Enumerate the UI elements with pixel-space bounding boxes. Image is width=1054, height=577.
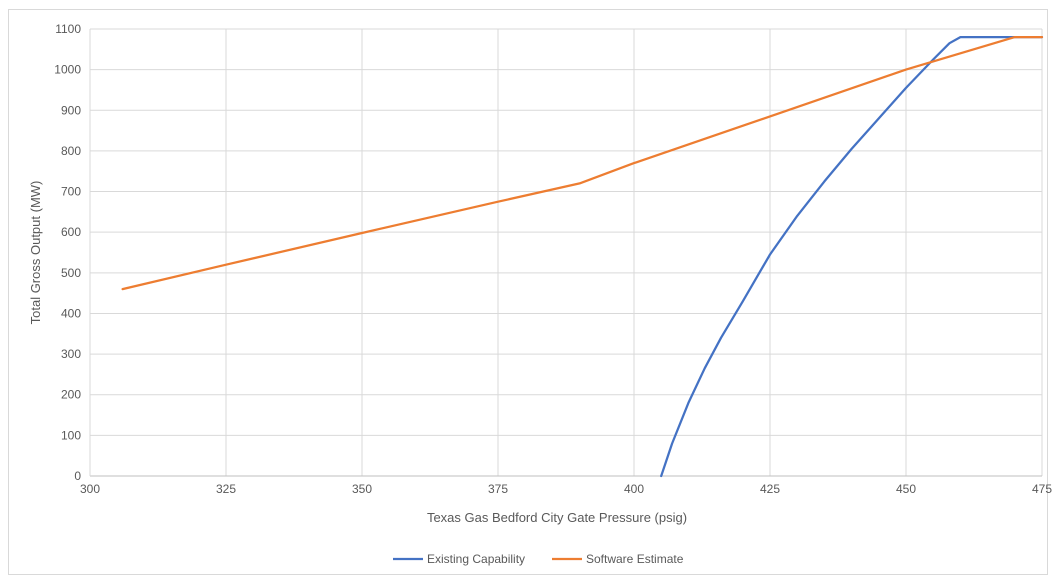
y-tick-label: 400 [61, 306, 81, 320]
x-tick-label: 300 [80, 482, 100, 496]
y-tick-label: 500 [61, 266, 81, 280]
y-tick-label: 0 [74, 469, 81, 483]
legend-label: Existing Capability [427, 552, 525, 566]
y-tick-label: 700 [61, 185, 81, 199]
y-tick-label: 900 [61, 103, 81, 117]
y-tick-label: 300 [61, 347, 81, 361]
series-line-existing-capability [660, 35, 1044, 478]
x-axis-ticks: 300 325 350 375 400 425 450 475 [80, 482, 1052, 496]
y-tick-label: 100 [61, 428, 81, 442]
series-lines [121, 35, 1044, 478]
x-tick-label: 400 [624, 482, 644, 496]
x-tick-label: 475 [1032, 482, 1052, 496]
x-tick-label: 425 [760, 482, 780, 496]
x-tick-label: 450 [896, 482, 916, 496]
x-tick-label: 350 [352, 482, 372, 496]
y-axis-ticks: 0 100 200 300 400 500 600 700 800 900 1000 1100 [54, 22, 81, 483]
x-tick-label: 375 [488, 482, 508, 496]
legend: Existing Capability Software Estimate [393, 552, 684, 566]
legend-label: Software Estimate [586, 552, 684, 566]
legend-item: Existing Capability [393, 552, 525, 566]
series-line-software-estimate [121, 35, 1044, 291]
y-tick-label: 1000 [54, 63, 81, 77]
y-tick-label: 1100 [55, 22, 81, 36]
chart-area [8, 9, 1048, 575]
y-tick-label: 200 [61, 388, 81, 402]
legend-item: Software Estimate [552, 552, 684, 566]
y-axis-title: Total Gross Output (MW) [28, 181, 43, 325]
gridlines [89, 28, 1043, 477]
y-tick-label: 600 [61, 225, 81, 239]
x-axis-title: Texas Gas Bedford City Gate Pressure (ps… [427, 510, 687, 525]
y-tick-label: 800 [61, 144, 81, 158]
x-tick-label: 325 [216, 482, 236, 496]
